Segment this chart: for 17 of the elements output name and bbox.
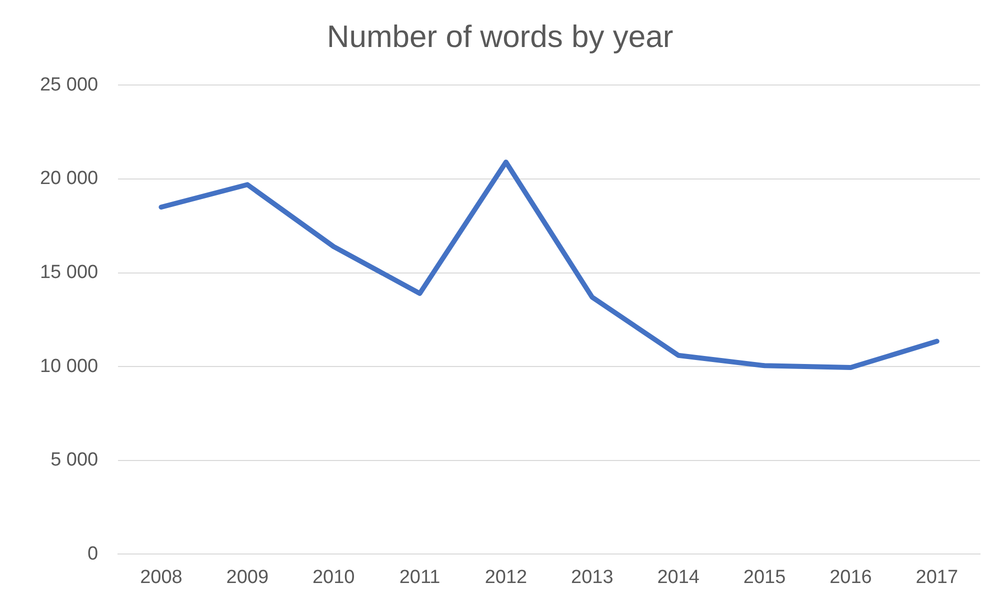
x-tick-label: 2017	[916, 566, 958, 588]
y-tick-label: 10 000	[40, 356, 98, 377]
x-tick-label: 2013	[571, 566, 614, 588]
x-tick-label: 2015	[743, 566, 786, 588]
chart-title: Number of words by year	[326, 19, 674, 54]
y-tick-label: 20 000	[40, 168, 98, 190]
x-tick-label: 2010	[312, 566, 355, 588]
y-tick-label: 15 000	[40, 262, 98, 284]
y-tick-label: 5 000	[50, 450, 98, 471]
x-tick-label: 2009	[226, 566, 269, 588]
y-tick-label: 0	[88, 543, 98, 564]
x-tick-label: 2016	[830, 566, 872, 588]
x-tick-label: 2011	[399, 566, 440, 588]
x-tick-label: 2012	[484, 566, 528, 588]
x-tick-label: 2014	[657, 566, 700, 588]
x-tick-label: 2008	[140, 566, 182, 588]
y-tick-label: 25 000	[40, 74, 98, 96]
